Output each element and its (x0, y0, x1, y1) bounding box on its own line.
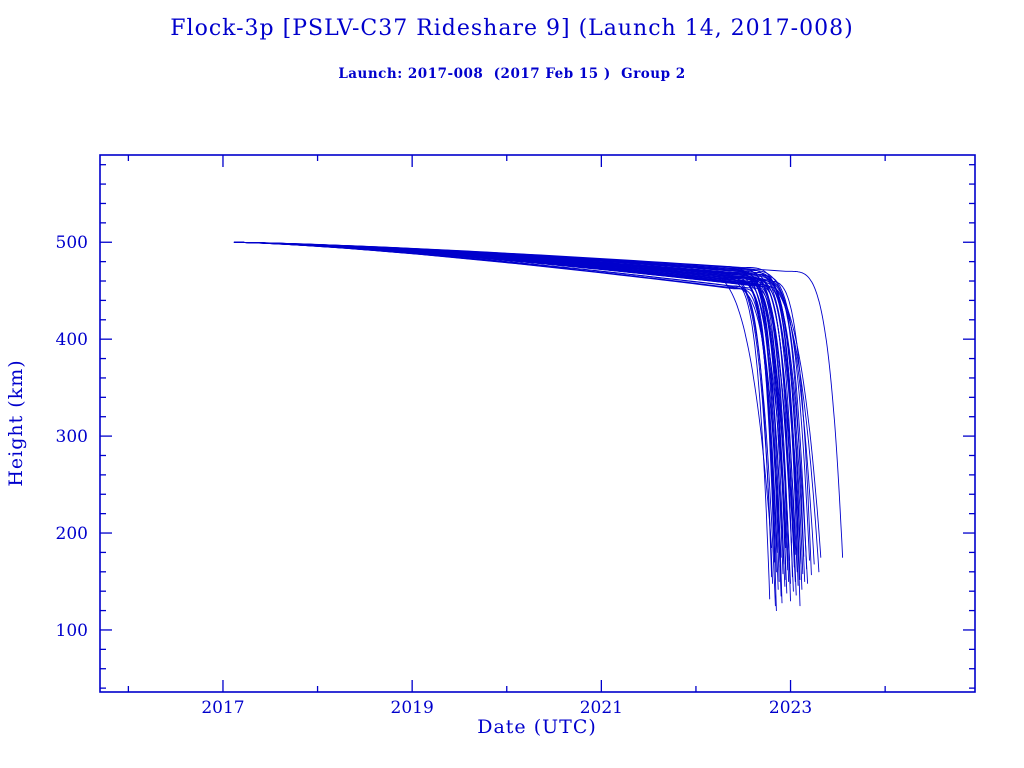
decay-curve (233, 241, 800, 563)
decay-curve (233, 241, 799, 586)
x-tick-label: 2023 (769, 698, 812, 718)
decay-curve (233, 241, 795, 568)
decay-curve (233, 241, 810, 561)
decay-curve (233, 241, 809, 584)
decay-curve (233, 241, 775, 563)
launch-subtitle: Launch: 2017-008 (2017 Feb 15 ) Group 2 (338, 66, 686, 82)
plot-frame (99, 154, 976, 693)
decay-curve (233, 241, 774, 584)
y-tick-label: 500 (56, 233, 88, 253)
y-tick-label: 300 (56, 427, 88, 447)
decay-curve (233, 241, 783, 604)
decay-curve (233, 241, 803, 590)
x-tick-label: 2019 (391, 698, 434, 718)
decay-curve (233, 241, 804, 575)
decay-curve (233, 241, 786, 587)
decay-curve (233, 241, 780, 582)
decay-curve (233, 241, 788, 594)
decay-curve (233, 241, 793, 578)
decay-curve (233, 241, 796, 555)
decay-curve (233, 241, 782, 597)
decay-curve (233, 241, 777, 612)
decay-curve (233, 241, 781, 568)
decay-curve (233, 241, 808, 570)
decay-curve (233, 241, 782, 558)
decay-curve (233, 241, 806, 582)
y-tick-label: 400 (56, 330, 88, 350)
decay-curve (233, 241, 791, 584)
decay-curve (233, 241, 792, 544)
decay-curve (233, 241, 815, 565)
y-tick-label: 200 (56, 524, 88, 544)
decay-curve (233, 241, 771, 600)
decay-curve (233, 241, 787, 539)
decay-curve (233, 241, 787, 581)
y-tick-label: 100 (56, 621, 88, 641)
decay-curve (233, 241, 784, 575)
decay-curve (233, 241, 796, 582)
decay-curve (233, 241, 802, 565)
decay-curve (233, 241, 791, 602)
page-title: Flock-3p [PSLV-C37 Rideshare 9] (Launch … (170, 16, 854, 41)
decay-curve (233, 241, 801, 607)
decay-curve (233, 241, 785, 565)
decay-curve (233, 241, 773, 578)
decay-curve (233, 241, 794, 592)
decay-curve (233, 241, 789, 571)
x-tick-label: 2021 (580, 698, 623, 718)
decay-curve (233, 241, 812, 576)
decay-curve (233, 241, 805, 557)
decay-curve (233, 241, 801, 581)
decay-curve (233, 241, 776, 607)
decay-curve (233, 241, 822, 558)
decay-curve (233, 241, 778, 553)
y-axis-label: Height (km) (5, 359, 27, 487)
decay-curve (233, 241, 787, 549)
decay-curve (233, 241, 777, 573)
decay-curve (233, 241, 820, 573)
x-axis-label: Date (UTC) (477, 716, 597, 738)
decay-curve (233, 241, 798, 573)
decay-curve (233, 241, 773, 549)
decay-curve (233, 241, 844, 558)
decay-curve (233, 241, 779, 590)
x-tick-label: 2017 (201, 698, 244, 718)
decay-curve (233, 241, 790, 582)
decay-curve (233, 241, 797, 596)
decay-curve (233, 241, 791, 561)
